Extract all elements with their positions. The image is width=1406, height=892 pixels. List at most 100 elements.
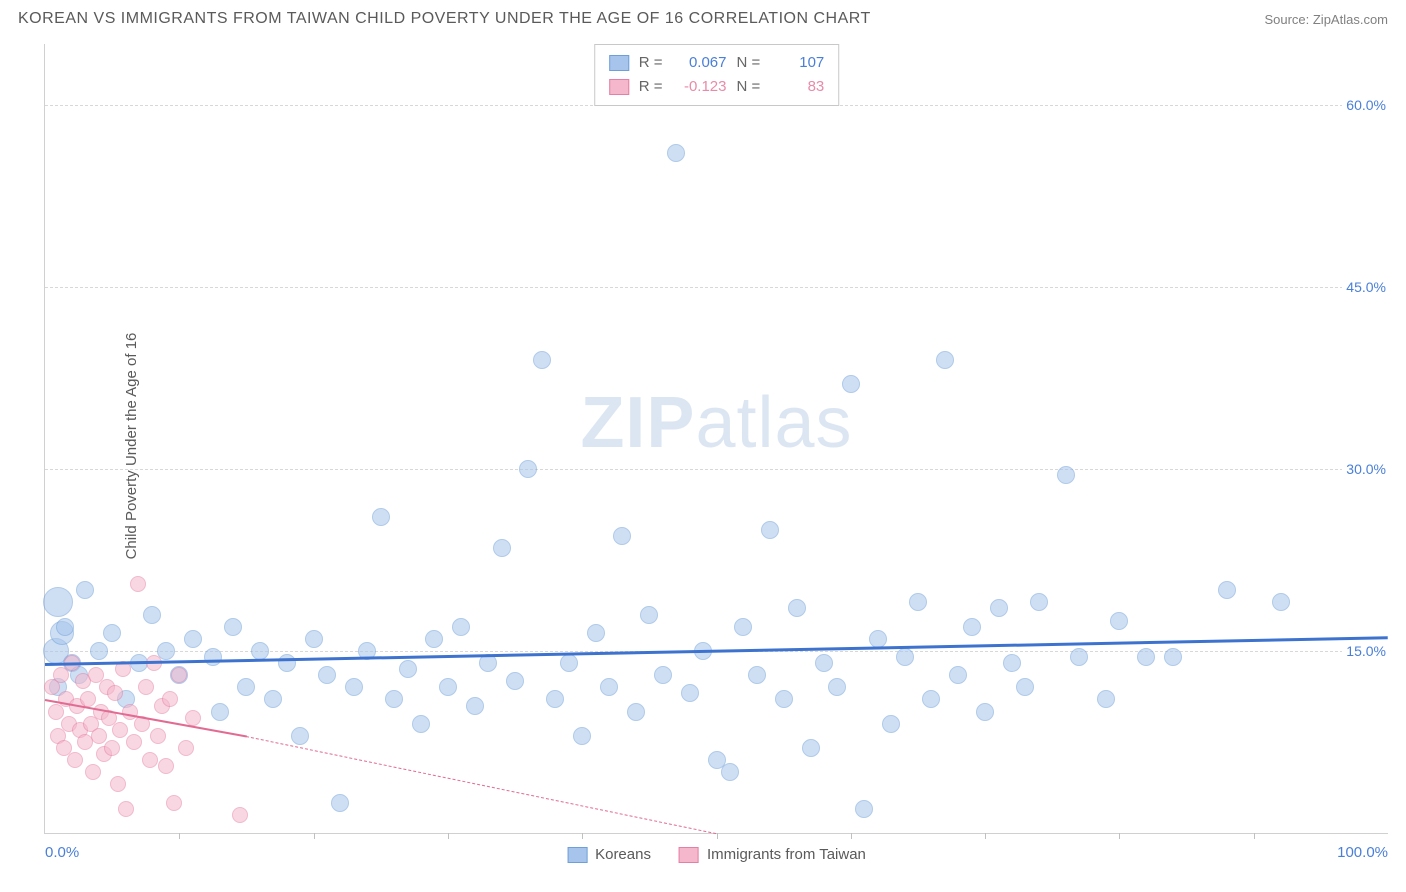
data-point: [104, 740, 120, 756]
data-point: [882, 715, 900, 733]
data-point: [681, 684, 699, 702]
x-tick-max: 100.0%: [1337, 844, 1388, 861]
y-tick-label: 60.0%: [1342, 97, 1390, 113]
data-point: [439, 678, 457, 696]
data-point: [1137, 648, 1155, 666]
data-point: [506, 672, 524, 690]
data-point: [126, 734, 142, 750]
data-point: [802, 739, 820, 757]
data-point: [452, 618, 470, 636]
x-minor-tick: [314, 833, 315, 839]
legend-row: R = 0.067 N = 107: [609, 51, 825, 75]
data-point: [107, 685, 123, 701]
data-point: [291, 727, 309, 745]
data-point: [91, 728, 107, 744]
legend-n-value: 107: [770, 51, 824, 75]
data-point: [112, 722, 128, 738]
data-point: [963, 618, 981, 636]
data-point: [533, 351, 551, 369]
legend-n-label: N =: [737, 51, 761, 75]
data-point: [869, 630, 887, 648]
data-point: [162, 691, 178, 707]
legend-r-label: R =: [639, 75, 663, 99]
data-point: [990, 599, 1008, 617]
data-point: [842, 375, 860, 393]
data-point: [110, 776, 126, 792]
data-point: [278, 654, 296, 672]
data-point: [412, 715, 430, 733]
data-point: [949, 666, 967, 684]
data-point: [788, 599, 806, 617]
gridline: [45, 287, 1388, 288]
data-point: [43, 587, 73, 617]
data-point: [1272, 593, 1290, 611]
data-point: [264, 690, 282, 708]
legend-label: Koreans: [595, 846, 651, 863]
data-point: [1097, 690, 1115, 708]
data-point: [936, 351, 954, 369]
data-point: [1164, 648, 1182, 666]
x-tick-min: 0.0%: [45, 844, 79, 861]
watermark: ZIPatlas: [580, 382, 852, 464]
data-point: [158, 758, 174, 774]
data-point: [1110, 612, 1128, 630]
data-point: [385, 690, 403, 708]
data-point: [1003, 654, 1021, 672]
data-point: [815, 654, 833, 672]
correlation-legend: R = 0.067 N = 107R =-0.123N =83: [594, 44, 840, 106]
x-minor-tick: [985, 833, 986, 839]
x-minor-tick: [179, 833, 180, 839]
legend-swatch: [609, 79, 629, 95]
legend-r-label: R =: [639, 51, 663, 75]
data-point: [185, 710, 201, 726]
scatter-chart: ZIPatlas 0.0% 100.0% 15.0%30.0%45.0%60.0…: [44, 44, 1388, 834]
data-point: [232, 807, 248, 823]
data-point: [721, 763, 739, 781]
data-point: [828, 678, 846, 696]
chart-header: KOREAN VS IMMIGRANTS FROM TAIWAN CHILD P…: [0, 0, 1406, 36]
data-point: [1016, 678, 1034, 696]
legend-row: R =-0.123N =83: [609, 75, 825, 99]
data-point: [237, 678, 255, 696]
data-point: [627, 703, 645, 721]
data-point: [748, 666, 766, 684]
y-tick-label: 30.0%: [1342, 461, 1390, 477]
data-point: [761, 521, 779, 539]
data-point: [56, 618, 74, 636]
data-point: [546, 690, 564, 708]
data-point: [855, 800, 873, 818]
x-minor-tick: [1254, 833, 1255, 839]
data-point: [560, 654, 578, 672]
data-point: [130, 576, 146, 592]
chart-title: KOREAN VS IMMIGRANTS FROM TAIWAN CHILD P…: [18, 10, 871, 28]
series-legend: Koreans Immigrants from Taiwan: [567, 846, 866, 863]
legend-r-value: 0.067: [673, 51, 727, 75]
data-point: [150, 728, 166, 744]
x-minor-tick: [582, 833, 583, 839]
x-minor-tick: [448, 833, 449, 839]
legend-swatch: [567, 847, 587, 863]
data-point: [613, 527, 631, 545]
data-point: [922, 690, 940, 708]
data-point: [178, 740, 194, 756]
data-point: [67, 752, 83, 768]
legend-item: Koreans: [567, 846, 651, 863]
data-point: [1057, 466, 1075, 484]
data-point: [466, 697, 484, 715]
data-point: [573, 727, 591, 745]
y-tick-label: 15.0%: [1342, 643, 1390, 659]
legend-n-label: N =: [737, 75, 761, 99]
legend-label: Immigrants from Taiwan: [707, 846, 866, 863]
data-point: [166, 795, 182, 811]
data-point: [138, 679, 154, 695]
data-point: [909, 593, 927, 611]
data-point: [1070, 648, 1088, 666]
data-point: [667, 144, 685, 162]
legend-swatch: [609, 55, 629, 71]
data-point: [1218, 581, 1236, 599]
data-point: [600, 678, 618, 696]
data-point: [204, 648, 222, 666]
data-point: [251, 642, 269, 660]
data-point: [587, 624, 605, 642]
data-point: [519, 460, 537, 478]
